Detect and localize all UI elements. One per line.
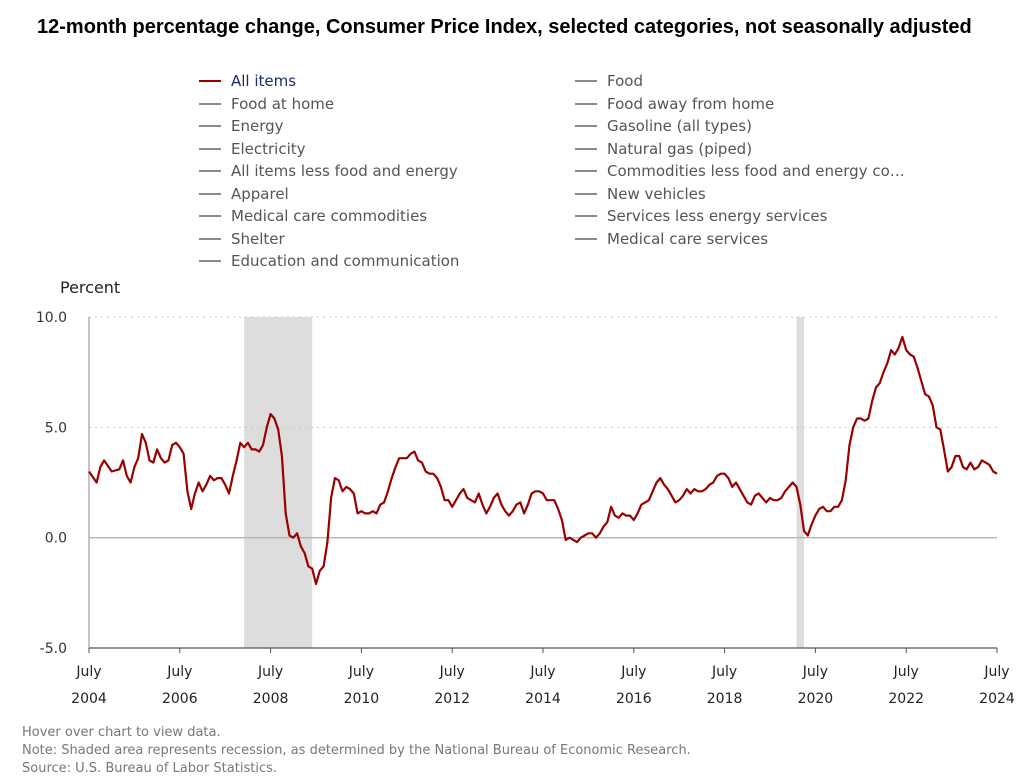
x-tick-month: July	[529, 664, 555, 680]
source-note: Source: U.S. Bureau of Labor Statistics.	[22, 761, 277, 776]
x-tick-year: 2018	[707, 691, 743, 707]
x-tick-month: July	[893, 664, 919, 680]
chart-title: 12-month percentage change, Consumer Pri…	[37, 16, 972, 38]
legend-item[interactable]: Gasoline (all types)	[575, 115, 752, 137]
legend-item[interactable]: All items	[199, 70, 296, 92]
recession-band	[244, 317, 313, 648]
x-tick-year: 2004	[71, 691, 107, 707]
x-tick-year: 2024	[979, 691, 1015, 707]
x-tick-year: 2010	[344, 691, 380, 707]
x-tick-year: 2006	[162, 691, 198, 707]
x-tick-month: July	[166, 664, 192, 680]
hover-hint: Hover over chart to view data.	[22, 725, 221, 740]
legend-item[interactable]: Apparel	[199, 183, 289, 205]
x-tick-year: 2008	[253, 691, 289, 707]
legend-swatch	[199, 80, 221, 82]
legend-swatch	[575, 102, 597, 105]
legend-item[interactable]: Medical care commodities	[199, 205, 427, 227]
legend-swatch	[575, 215, 597, 217]
legend-swatch	[199, 170, 221, 172]
legend-item[interactable]: Food	[575, 70, 643, 92]
legend-item[interactable]: All items less food and energy	[199, 160, 458, 182]
legend-item[interactable]: Shelter	[199, 228, 285, 250]
x-tick-month: July	[75, 664, 101, 680]
legend-swatch	[199, 102, 221, 105]
legend-item[interactable]: Natural gas (piped)	[575, 138, 752, 160]
legend-item[interactable]: New vehicles	[575, 183, 706, 205]
y-tick-label: -5.0	[40, 641, 67, 657]
legend-item[interactable]: Services less energy services	[575, 205, 827, 227]
legend-item[interactable]: Food away from home	[575, 93, 774, 115]
legend-swatch	[575, 192, 597, 195]
legend-swatch	[575, 147, 597, 150]
x-tick-month: July	[802, 664, 828, 680]
legend-swatch	[199, 260, 221, 262]
legend-swatch	[575, 170, 597, 172]
legend-item[interactable]: Electricity	[199, 138, 306, 160]
x-tick-month: July	[983, 664, 1009, 680]
legend-swatch	[199, 215, 221, 217]
y-tick-label: 10.0	[36, 310, 67, 326]
legend-swatch	[199, 192, 221, 195]
x-tick-year: 2014	[525, 691, 561, 707]
x-tick-month: July	[439, 664, 465, 680]
legend-swatch	[199, 147, 221, 150]
x-tick-year: 2020	[798, 691, 834, 707]
legend-item[interactable]: Food at home	[199, 93, 334, 115]
x-tick-month: July	[711, 664, 737, 680]
series-line-all-items	[88, 335, 998, 586]
footer-notes: Hover over chart to view data. Note: Sha…	[22, 724, 691, 778]
x-tick-month: July	[257, 664, 283, 680]
legend-swatch	[199, 237, 221, 240]
y-tick-label: 5.0	[45, 420, 67, 436]
y-tick-label: 0.0	[45, 531, 67, 547]
x-tick-month: July	[620, 664, 646, 680]
legend-swatch	[199, 125, 221, 127]
x-tick-month: July	[348, 664, 374, 680]
x-tick-year: 2016	[616, 691, 652, 707]
y-axis-label: Percent	[60, 278, 120, 297]
legend-item[interactable]: Education and communication	[199, 250, 459, 272]
legend-item[interactable]: Medical care services	[575, 228, 768, 250]
legend-swatch	[575, 237, 597, 240]
legend-item[interactable]: Energy	[199, 115, 284, 137]
x-tick-year: 2012	[434, 691, 470, 707]
legend-item[interactable]: Commodities less food and energy com...	[575, 160, 907, 182]
recession-note: Note: Shaded area represents recession, …	[22, 743, 691, 758]
x-tick-year: 2022	[888, 691, 924, 707]
legend-swatch	[575, 125, 597, 127]
legend-swatch	[575, 80, 597, 82]
recession-band	[796, 317, 805, 648]
